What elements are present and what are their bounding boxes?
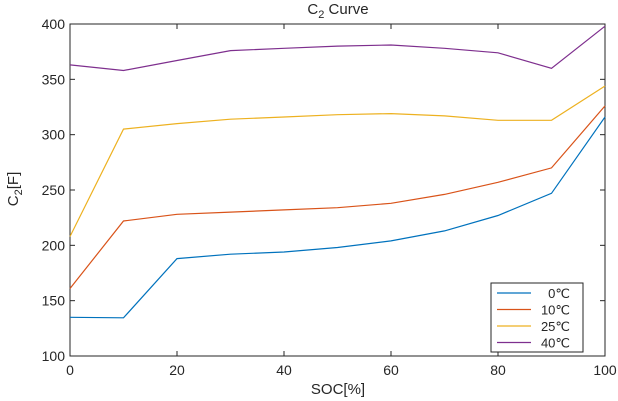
y-tick-label: 200 — [42, 237, 66, 253]
chart-title: C2 Curve — [307, 1, 368, 21]
y-tick-label: 350 — [42, 71, 66, 87]
legend-label: 25℃ — [541, 319, 570, 334]
legend-label: 0℃ — [548, 286, 570, 301]
series-line-1 — [69, 105, 606, 289]
y-axis-title: C2[F] — [5, 172, 25, 206]
x-tick-label: 40 — [276, 362, 292, 378]
series-line-0 — [69, 116, 606, 319]
y-tick-label: 300 — [42, 127, 66, 143]
series-line-3 — [69, 25, 606, 72]
x-tick-label: 0 — [66, 362, 74, 378]
x-tick-label: 80 — [490, 362, 506, 378]
legend-label: 40℃ — [541, 336, 570, 351]
x-axis-title: SOC[%] — [311, 381, 365, 398]
series-lines — [69, 25, 606, 319]
legend-label: 10℃ — [541, 303, 570, 318]
x-tick-label: 20 — [169, 362, 185, 378]
y-tick-label: 250 — [42, 182, 66, 198]
legend: 0℃ 10℃25℃ 40℃ — [490, 282, 584, 353]
y-tick-label: 100 — [42, 348, 66, 364]
x-tick-label: 60 — [383, 362, 399, 378]
y-tick-label: 400 — [42, 16, 66, 32]
y-tick-label: 150 — [42, 293, 66, 309]
series-line-2 — [69, 85, 606, 237]
x-tick-label: 100 — [593, 362, 617, 378]
legend-box — [490, 282, 584, 353]
